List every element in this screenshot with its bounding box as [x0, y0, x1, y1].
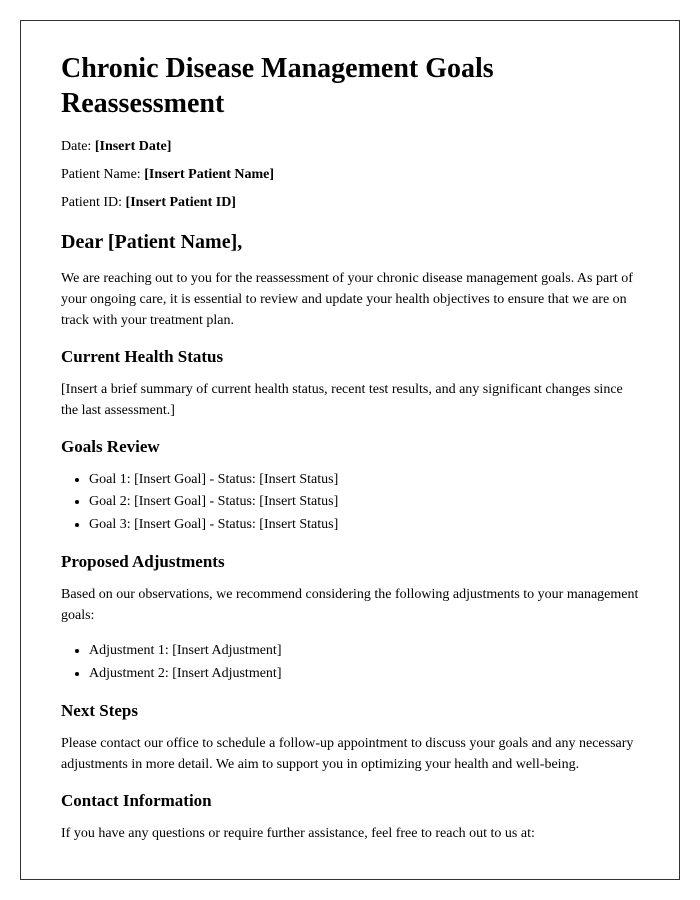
proposed-adjustments-heading: Proposed Adjustments — [61, 552, 639, 572]
meta-date: Date: [Insert Date] — [61, 139, 639, 155]
meta-patient-name-value: [Insert Patient Name] — [144, 167, 274, 182]
list-item: Adjustment 2: [Insert Adjustment] — [89, 663, 639, 685]
list-item: Goal 1: [Insert Goal] - Status: [Insert … — [89, 469, 639, 491]
goals-list: Goal 1: [Insert Goal] - Status: [Insert … — [89, 469, 639, 536]
list-item: Goal 2: [Insert Goal] - Status: [Insert … — [89, 491, 639, 513]
meta-patient-name-label: Patient Name: — [61, 167, 144, 182]
meta-date-label: Date: — [61, 139, 95, 154]
contact-text: If you have any questions or require fur… — [61, 823, 639, 844]
page-title: Chronic Disease Management Goals Reasses… — [61, 51, 639, 121]
meta-date-value: [Insert Date] — [95, 139, 172, 154]
intro-paragraph: We are reaching out to you for the reass… — [61, 268, 639, 331]
document-container: Chronic Disease Management Goals Reasses… — [20, 20, 680, 880]
meta-patient-name: Patient Name: [Insert Patient Name] — [61, 167, 639, 183]
proposed-adjustments-text: Based on our observations, we recommend … — [61, 584, 639, 626]
greeting: Dear [Patient Name], — [61, 231, 639, 254]
list-item: Adjustment 1: [Insert Adjustment] — [89, 640, 639, 662]
meta-patient-id-label: Patient ID: — [61, 195, 126, 210]
current-health-heading: Current Health Status — [61, 347, 639, 367]
adjustments-list: Adjustment 1: [Insert Adjustment] Adjust… — [89, 640, 639, 685]
next-steps-text: Please contact our office to schedule a … — [61, 733, 639, 775]
meta-patient-id: Patient ID: [Insert Patient ID] — [61, 195, 639, 211]
next-steps-heading: Next Steps — [61, 701, 639, 721]
current-health-text: [Insert a brief summary of current healt… — [61, 379, 639, 421]
list-item: Goal 3: [Insert Goal] - Status: [Insert … — [89, 514, 639, 536]
meta-patient-id-value: [Insert Patient ID] — [126, 195, 236, 210]
contact-heading: Contact Information — [61, 791, 639, 811]
goals-review-heading: Goals Review — [61, 437, 639, 457]
